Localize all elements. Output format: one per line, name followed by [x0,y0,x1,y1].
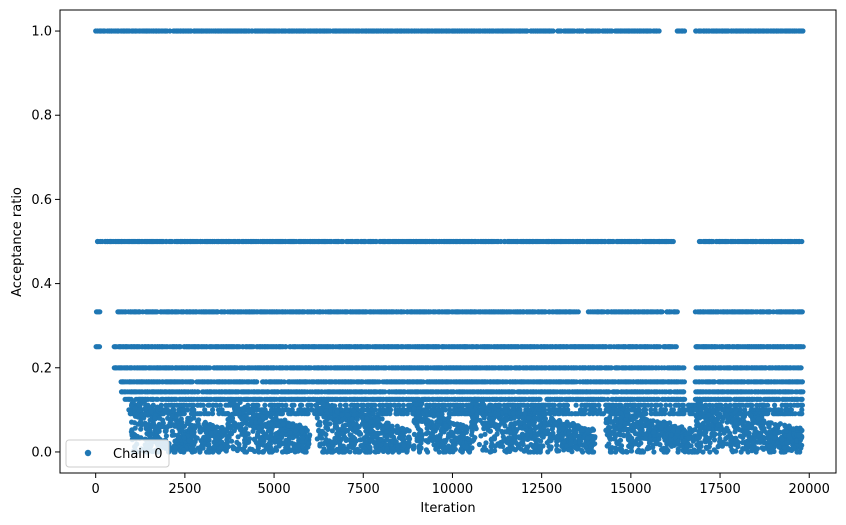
data-point [658,402,664,408]
data-point [772,402,778,408]
data-point [200,402,206,408]
scatter-points [93,28,806,455]
data-point [800,28,806,34]
data-point [181,411,187,417]
data-point [674,309,680,315]
data-point [524,28,530,34]
data-point [262,402,268,408]
data-point [254,379,260,385]
data-point [291,402,297,408]
data-point [798,365,804,371]
data-point [580,28,586,34]
data-point [308,402,314,408]
data-point [582,411,588,417]
data-point [673,344,679,350]
data-point [283,402,289,408]
data-point [96,344,103,350]
data-point [167,28,173,34]
data-point [372,402,378,408]
data-point [550,28,556,34]
data-point [681,28,688,34]
data-point [209,411,216,417]
data-point [217,402,223,408]
data-point [680,402,687,408]
data-point [799,396,805,402]
data-point [765,402,771,408]
data-point [799,238,805,245]
data-point [400,402,406,408]
data-point [800,344,806,350]
data-point [667,402,673,408]
data-point [343,402,349,408]
data-point [659,309,665,315]
data-point [575,309,581,315]
data-point [749,402,755,408]
data-point [189,379,195,385]
data-point [279,411,285,417]
data-point [799,309,805,315]
data-point [799,402,806,408]
data-point [681,379,688,385]
data-point [681,389,687,395]
data-point [656,28,662,34]
data-point [800,389,806,395]
data-point [799,379,806,385]
data-point [596,402,602,408]
data-point [670,238,676,245]
data-point [564,402,571,408]
data-point [681,365,687,371]
data-point [337,402,343,408]
data-point [537,396,543,402]
data-point [387,411,393,417]
data-point [340,238,346,245]
data-point [682,396,688,402]
data-point [573,402,579,408]
data-point [299,402,305,408]
data-point [97,309,103,315]
data-point [305,411,311,417]
data-point [404,411,410,417]
data-point [551,402,558,408]
